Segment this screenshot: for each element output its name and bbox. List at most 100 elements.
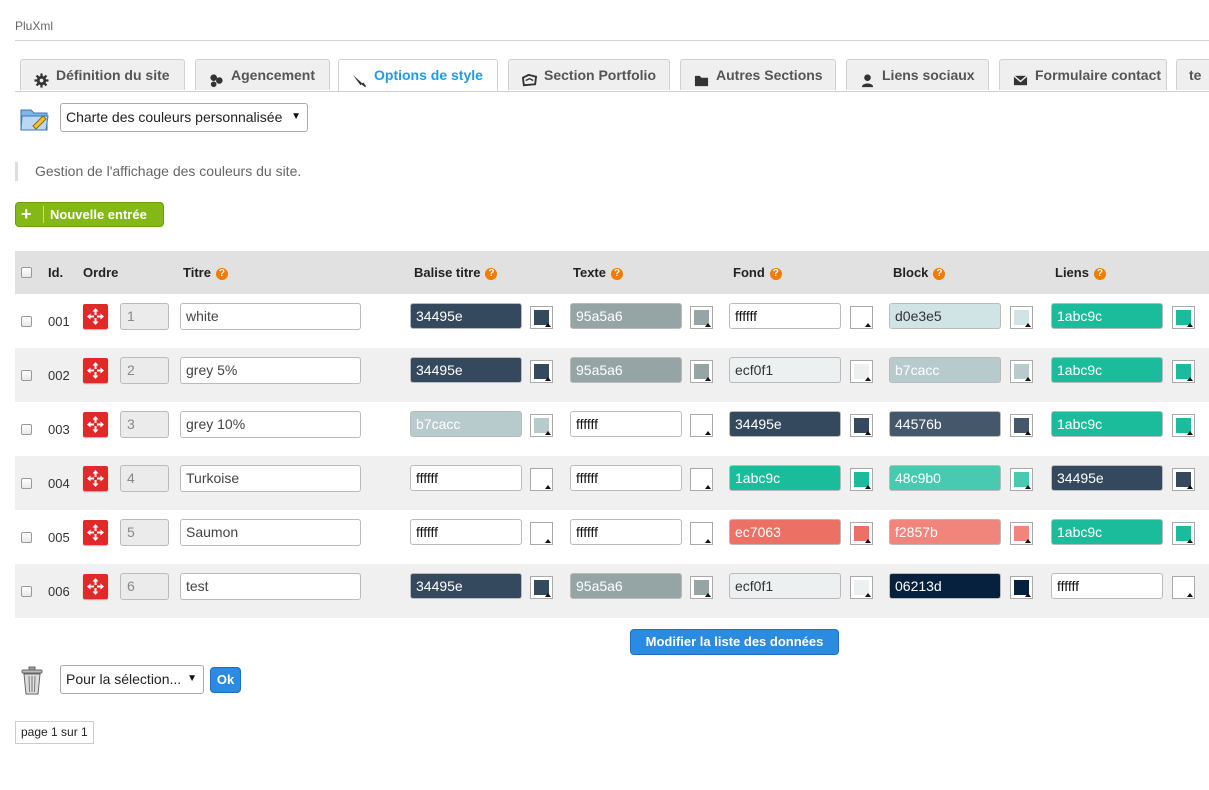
color-picker-button[interactable]: [850, 576, 873, 599]
balise-color-input[interactable]: ffffff: [410, 519, 522, 545]
block-color-input[interactable]: 06213d: [889, 573, 1001, 599]
color-picker-button[interactable]: [690, 468, 713, 491]
theme-select[interactable]: Charte des couleurs personnalisée ▼: [60, 103, 308, 132]
fond-color-input[interactable]: ec7063: [729, 519, 841, 545]
move-icon[interactable]: [83, 574, 108, 599]
fond-color-input[interactable]: ecf0f1: [729, 573, 841, 599]
color-picker-button[interactable]: [530, 576, 553, 599]
color-picker-button[interactable]: [1172, 360, 1195, 383]
help-icon[interactable]: ?: [1093, 268, 1106, 280]
row-checkbox[interactable]: [21, 586, 32, 597]
color-picker-button[interactable]: [530, 414, 553, 437]
tab-6[interactable]: Liens sociaux: [846, 59, 989, 90]
move-icon[interactable]: [83, 520, 108, 545]
color-picker-button[interactable]: [1172, 468, 1195, 491]
balise-color-input[interactable]: 34495e: [410, 303, 522, 329]
order-input[interactable]: 5: [120, 519, 169, 546]
help-icon[interactable]: ?: [769, 268, 782, 280]
texte-color-input[interactable]: 95a5a6: [570, 357, 682, 383]
liens-color-input[interactable]: 1abc9c: [1051, 303, 1163, 329]
fond-color-input[interactable]: ffffff: [729, 303, 841, 329]
move-icon[interactable]: [83, 466, 108, 491]
order-input[interactable]: 3: [120, 411, 169, 438]
order-input[interactable]: 1: [120, 303, 169, 330]
title-input[interactable]: white: [180, 303, 361, 330]
title-input[interactable]: test: [180, 573, 361, 600]
color-picker-button[interactable]: [1010, 306, 1033, 329]
fond-color-input[interactable]: ecf0f1: [729, 357, 841, 383]
color-picker-button[interactable]: [530, 468, 553, 491]
move-icon[interactable]: [83, 412, 108, 437]
color-picker-button[interactable]: [1172, 306, 1195, 329]
title-input[interactable]: grey 5%: [180, 357, 361, 384]
balise-color-input[interactable]: 34495e: [410, 573, 522, 599]
balise-color-input[interactable]: 34495e: [410, 357, 522, 383]
select-all-checkbox[interactable]: [21, 267, 32, 278]
color-picker-button[interactable]: [530, 522, 553, 545]
new-entry-button[interactable]: + Nouvelle entrée: [15, 202, 164, 227]
liens-color-input[interactable]: ffffff: [1051, 573, 1163, 599]
block-color-input[interactable]: f2857b: [889, 519, 1001, 545]
balise-color-input[interactable]: b7cacc: [410, 411, 522, 437]
title-input[interactable]: Turkoise: [180, 465, 361, 492]
help-icon[interactable]: ?: [933, 268, 946, 280]
color-picker-button[interactable]: [690, 414, 713, 437]
color-picker-button[interactable]: [1172, 414, 1195, 437]
texte-color-input[interactable]: 95a5a6: [570, 573, 682, 599]
color-picker-button[interactable]: [1010, 576, 1033, 599]
title-input[interactable]: grey 10%: [180, 411, 361, 438]
color-picker-button[interactable]: [1010, 468, 1033, 491]
balise-color-input[interactable]: ffffff: [410, 465, 522, 491]
move-icon[interactable]: [83, 358, 108, 383]
texte-color-input[interactable]: ffffff: [570, 465, 682, 491]
block-color-input[interactable]: 44576b: [889, 411, 1001, 437]
block-color-input[interactable]: 48c9b0: [889, 465, 1001, 491]
order-input[interactable]: 4: [120, 465, 169, 492]
color-picker-button[interactable]: [1172, 576, 1195, 599]
fond-color-input[interactable]: 1abc9c: [729, 465, 841, 491]
liens-color-input[interactable]: 1abc9c: [1051, 519, 1163, 545]
tab-1[interactable]: Définition du site: [20, 59, 185, 90]
color-picker-button[interactable]: [1010, 414, 1033, 437]
color-picker-button[interactable]: [850, 522, 873, 545]
help-icon[interactable]: ?: [485, 268, 498, 280]
tab-3[interactable]: Options de style: [338, 59, 498, 92]
bulk-action-select[interactable]: Pour la sélection... ▼: [60, 665, 204, 694]
row-checkbox[interactable]: [21, 478, 32, 489]
ok-button[interactable]: Ok: [210, 667, 241, 693]
color-picker-button[interactable]: [690, 522, 713, 545]
tab-8[interactable]: te: [1176, 59, 1209, 90]
order-input[interactable]: 2: [120, 357, 169, 384]
color-picker-button[interactable]: [690, 576, 713, 599]
modify-list-button[interactable]: Modifier la liste des données: [630, 629, 839, 655]
liens-color-input[interactable]: 1abc9c: [1051, 357, 1163, 383]
liens-color-input[interactable]: 34495e: [1051, 465, 1163, 491]
fond-color-input[interactable]: 34495e: [729, 411, 841, 437]
color-picker-button[interactable]: [850, 360, 873, 383]
texte-color-input[interactable]: ffffff: [570, 519, 682, 545]
color-picker-button[interactable]: [850, 414, 873, 437]
order-input[interactable]: 6: [120, 573, 169, 600]
tab-2[interactable]: Agencement: [195, 59, 330, 90]
texte-color-input[interactable]: 95a5a6: [570, 303, 682, 329]
move-icon[interactable]: [83, 304, 108, 329]
texte-color-input[interactable]: ffffff: [570, 411, 682, 437]
help-icon[interactable]: ?: [611, 268, 623, 280]
color-picker-button[interactable]: [690, 360, 713, 383]
color-picker-button[interactable]: [530, 306, 553, 329]
block-color-input[interactable]: d0e3e5: [889, 303, 1001, 329]
tab-5[interactable]: Autres Sections: [680, 59, 836, 90]
tab-7[interactable]: Formulaire contact: [999, 59, 1167, 90]
color-picker-button[interactable]: [1010, 360, 1033, 383]
tab-4[interactable]: Section Portfolio: [508, 59, 670, 90]
block-color-input[interactable]: b7cacc: [889, 357, 1001, 383]
row-checkbox[interactable]: [21, 316, 32, 327]
color-picker-button[interactable]: [850, 468, 873, 491]
help-icon[interactable]: ?: [215, 268, 228, 280]
row-checkbox[interactable]: [21, 424, 32, 435]
color-picker-button[interactable]: [850, 306, 873, 329]
row-checkbox[interactable]: [21, 532, 32, 543]
color-picker-button[interactable]: [1010, 522, 1033, 545]
title-input[interactable]: Saumon: [180, 519, 361, 546]
color-picker-button[interactable]: [1172, 522, 1195, 545]
